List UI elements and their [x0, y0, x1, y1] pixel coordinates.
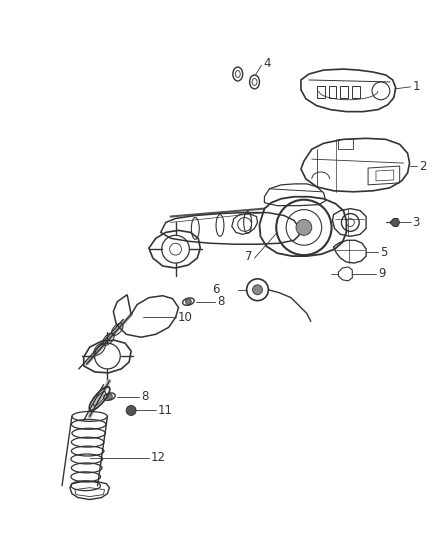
Circle shape — [185, 298, 191, 304]
Text: 2: 2 — [420, 159, 427, 173]
Text: 6: 6 — [212, 283, 220, 296]
Polygon shape — [390, 219, 400, 227]
Text: 8: 8 — [141, 390, 148, 403]
Circle shape — [253, 285, 262, 295]
Text: 9: 9 — [378, 268, 385, 280]
Text: 8: 8 — [217, 295, 224, 308]
Text: 5: 5 — [380, 246, 387, 259]
Text: 7: 7 — [245, 249, 253, 263]
Text: 1: 1 — [413, 80, 420, 93]
Text: 12: 12 — [151, 451, 166, 464]
Circle shape — [296, 220, 312, 236]
Text: 3: 3 — [413, 216, 420, 229]
Circle shape — [106, 394, 113, 400]
Circle shape — [126, 406, 136, 415]
Text: 11: 11 — [158, 404, 173, 417]
Text: 4: 4 — [263, 56, 271, 70]
Text: 10: 10 — [177, 311, 192, 324]
